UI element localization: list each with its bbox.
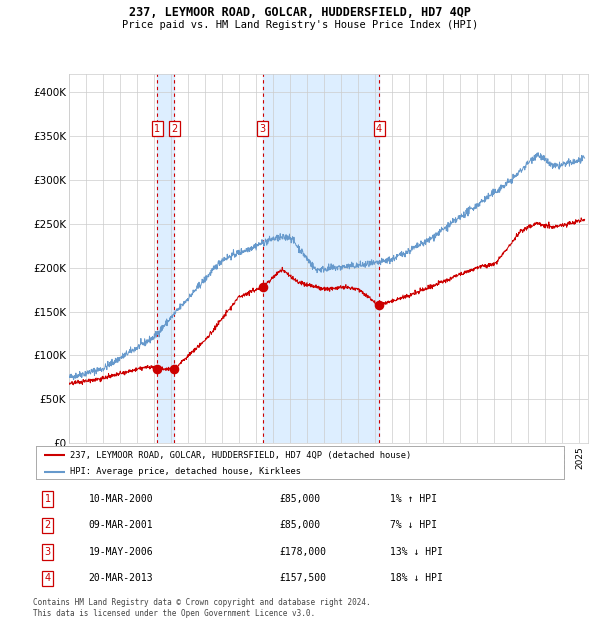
Point bbox=[374, 300, 384, 310]
Text: 237, LEYMOOR ROAD, GOLCAR, HUDDERSFIELD, HD7 4QP: 237, LEYMOOR ROAD, GOLCAR, HUDDERSFIELD,… bbox=[129, 6, 471, 19]
Text: 20-MAR-2013: 20-MAR-2013 bbox=[89, 574, 154, 583]
Text: This data is licensed under the Open Government Licence v3.0.: This data is licensed under the Open Gov… bbox=[33, 609, 315, 618]
Text: 09-MAR-2001: 09-MAR-2001 bbox=[89, 520, 154, 531]
Text: 1: 1 bbox=[154, 124, 160, 134]
Text: £85,000: £85,000 bbox=[279, 494, 320, 504]
Text: 237, LEYMOOR ROAD, GOLCAR, HUDDERSFIELD, HD7 4QP (detached house): 237, LEYMOOR ROAD, GOLCAR, HUDDERSFIELD,… bbox=[70, 451, 412, 460]
Bar bbox=[263, 74, 379, 443]
Text: Contains HM Land Registry data © Crown copyright and database right 2024.: Contains HM Land Registry data © Crown c… bbox=[33, 598, 371, 607]
Text: 1: 1 bbox=[44, 494, 50, 504]
Point bbox=[258, 282, 268, 292]
Text: 3: 3 bbox=[260, 124, 266, 134]
Text: £157,500: £157,500 bbox=[279, 574, 326, 583]
Text: HPI: Average price, detached house, Kirklees: HPI: Average price, detached house, Kirk… bbox=[70, 467, 301, 476]
Text: 1% ↑ HPI: 1% ↑ HPI bbox=[390, 494, 437, 504]
Bar bbox=[157, 74, 175, 443]
Text: 18% ↓ HPI: 18% ↓ HPI bbox=[390, 574, 443, 583]
Text: £85,000: £85,000 bbox=[279, 520, 320, 531]
Text: 4: 4 bbox=[376, 124, 382, 134]
Text: 13% ↓ HPI: 13% ↓ HPI bbox=[390, 547, 443, 557]
Text: 3: 3 bbox=[44, 547, 50, 557]
Text: 2: 2 bbox=[44, 520, 51, 531]
Point bbox=[170, 364, 179, 374]
Text: 4: 4 bbox=[44, 574, 50, 583]
Text: 7% ↓ HPI: 7% ↓ HPI bbox=[390, 520, 437, 531]
Text: 19-MAY-2006: 19-MAY-2006 bbox=[89, 547, 154, 557]
Point bbox=[152, 364, 162, 374]
Text: Price paid vs. HM Land Registry's House Price Index (HPI): Price paid vs. HM Land Registry's House … bbox=[122, 20, 478, 30]
Text: 2: 2 bbox=[171, 124, 178, 134]
Text: £178,000: £178,000 bbox=[279, 547, 326, 557]
Text: 10-MAR-2000: 10-MAR-2000 bbox=[89, 494, 154, 504]
